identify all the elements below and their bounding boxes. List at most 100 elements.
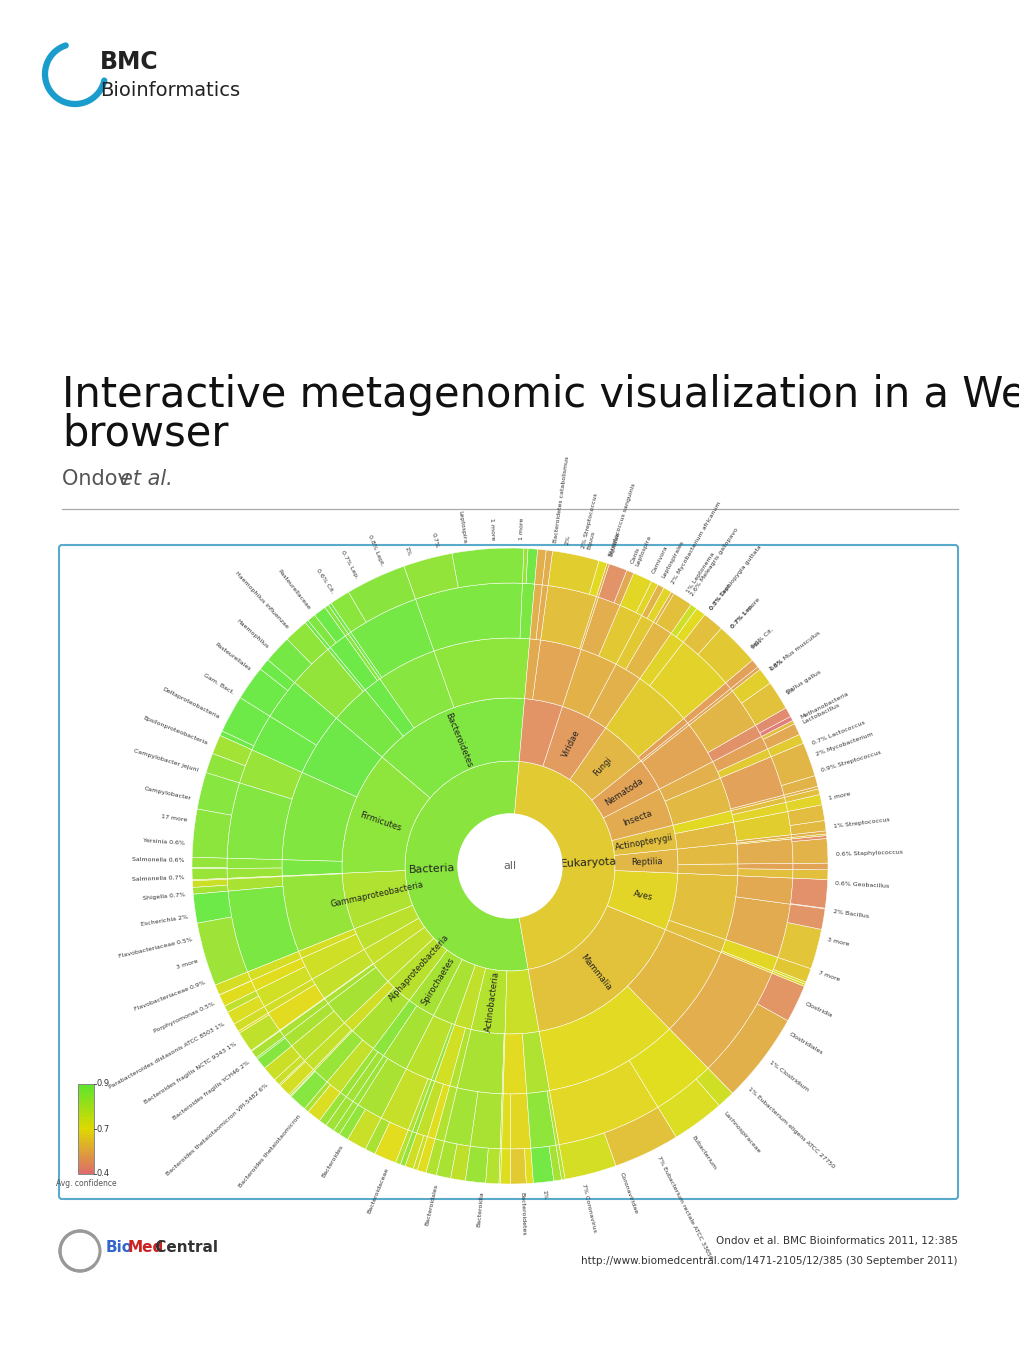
Text: et al.: et al.: [120, 469, 172, 489]
Wedge shape: [720, 951, 772, 973]
Bar: [77, 1140, 94, 1143]
Wedge shape: [373, 1000, 417, 1056]
Text: 0.8% Lept.: 0.8% Lept.: [367, 534, 384, 567]
Text: 1% Streptococcus: 1% Streptococcus: [833, 817, 890, 829]
Text: Spirochaetes: Spirochaetes: [419, 957, 455, 1007]
Wedge shape: [784, 788, 819, 802]
Text: Pasteurellales: Pasteurellales: [213, 641, 251, 671]
Wedge shape: [358, 1059, 406, 1118]
Wedge shape: [558, 1133, 615, 1180]
Text: Reptilia: Reptilia: [630, 858, 661, 867]
Bar: [77, 1167, 94, 1170]
Wedge shape: [286, 622, 327, 665]
Wedge shape: [268, 984, 324, 1030]
Text: browser: browser: [62, 412, 228, 454]
Wedge shape: [792, 863, 827, 870]
Text: 1 more: 1 more: [519, 518, 524, 541]
Text: 0.4: 0.4: [97, 1170, 110, 1178]
Wedge shape: [770, 743, 814, 786]
Text: Carnivora: Carnivora: [650, 545, 667, 573]
Wedge shape: [288, 1070, 314, 1095]
Wedge shape: [649, 643, 725, 719]
Wedge shape: [305, 1082, 330, 1112]
Wedge shape: [719, 757, 784, 809]
Wedge shape: [451, 548, 524, 588]
Wedge shape: [330, 593, 366, 632]
Wedge shape: [535, 584, 547, 640]
Wedge shape: [629, 1029, 707, 1108]
Text: 2.6% Meleagris gallopavo: 2.6% Meleagris gallopavo: [690, 527, 739, 597]
Text: Bacteroides fragilis NCTC 9343 1%: Bacteroides fragilis NCTC 9343 1%: [144, 1041, 237, 1105]
Bar: [77, 1125, 94, 1128]
Wedge shape: [412, 1080, 434, 1133]
Text: Alphaproteobacteria: Alphaproteobacteria: [387, 932, 450, 1003]
Text: Nematoda: Nematoda: [603, 776, 645, 807]
Wedge shape: [772, 957, 810, 983]
Wedge shape: [689, 690, 755, 753]
Wedge shape: [328, 968, 387, 1023]
Wedge shape: [284, 1003, 334, 1046]
Wedge shape: [756, 973, 804, 1021]
Text: Bacteroidetes: Bacteroidetes: [442, 711, 473, 768]
Bar: [77, 1169, 94, 1171]
Wedge shape: [227, 877, 282, 879]
Wedge shape: [341, 757, 430, 874]
Wedge shape: [787, 904, 824, 930]
Wedge shape: [457, 1029, 503, 1094]
Wedge shape: [791, 830, 825, 837]
Text: Salmonella 0.7%: Salmonella 0.7%: [131, 875, 184, 882]
Wedge shape: [193, 892, 231, 923]
Wedge shape: [239, 1015, 279, 1051]
Wedge shape: [733, 811, 791, 841]
Wedge shape: [542, 707, 605, 780]
Text: http://www.biomedcentral.com/1471-2105/12/385 (30 September 2011): http://www.biomedcentral.com/1471-2105/1…: [581, 1256, 957, 1267]
Bar: [77, 1127, 94, 1129]
Wedge shape: [314, 1031, 363, 1082]
Text: Clostridia: Clostridia: [804, 1002, 833, 1019]
Text: Bacteroidales: Bacteroidales: [424, 1184, 438, 1226]
Wedge shape: [308, 616, 336, 647]
Bar: [77, 1170, 94, 1173]
Wedge shape: [570, 728, 640, 800]
Bar: [77, 1142, 94, 1144]
Wedge shape: [326, 1097, 353, 1131]
Wedge shape: [375, 1123, 408, 1163]
Text: 0.8%: 0.8%: [768, 658, 784, 671]
Wedge shape: [561, 650, 615, 718]
Text: Gam. Bact.: Gam. Bact.: [203, 673, 234, 696]
Text: Med: Med: [127, 1241, 164, 1256]
Wedge shape: [522, 1031, 549, 1094]
Wedge shape: [736, 834, 791, 843]
Wedge shape: [787, 805, 824, 825]
Wedge shape: [344, 633, 379, 681]
Wedge shape: [784, 787, 817, 798]
Bar: [77, 1124, 94, 1127]
Text: Clostridiales: Clostridiales: [788, 1031, 823, 1056]
Bar: [77, 1147, 94, 1148]
Wedge shape: [264, 980, 315, 1012]
Wedge shape: [274, 1056, 305, 1084]
Wedge shape: [657, 1079, 718, 1137]
Wedge shape: [312, 950, 373, 999]
Text: Aves: Aves: [632, 889, 653, 902]
Text: 1% Clostridium: 1% Clostridium: [768, 1060, 809, 1093]
Wedge shape: [668, 953, 771, 1068]
Text: 0.7%: 0.7%: [430, 533, 438, 549]
Wedge shape: [732, 670, 769, 703]
Wedge shape: [790, 821, 825, 834]
Wedge shape: [433, 959, 475, 1025]
Wedge shape: [450, 1144, 470, 1181]
Text: BMC: BMC: [100, 50, 159, 73]
Wedge shape: [738, 863, 792, 870]
Text: Flavobacteriaceae 0.5%: Flavobacteriaceae 0.5%: [118, 936, 193, 959]
Wedge shape: [413, 1136, 427, 1170]
Wedge shape: [228, 886, 299, 972]
Wedge shape: [673, 811, 733, 833]
Wedge shape: [279, 1060, 305, 1086]
Wedge shape: [251, 958, 305, 991]
Wedge shape: [405, 761, 528, 970]
Text: 1 more: 1 more: [489, 518, 495, 541]
Wedge shape: [239, 750, 302, 799]
Wedge shape: [707, 726, 761, 761]
Wedge shape: [697, 628, 752, 682]
